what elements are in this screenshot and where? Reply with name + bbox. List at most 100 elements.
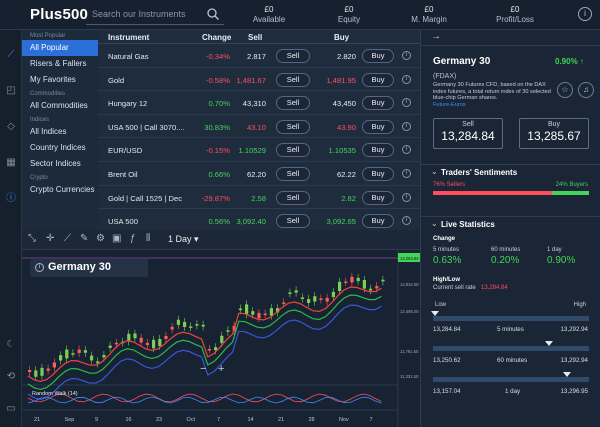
brand-logo: Plus500 <box>30 6 89 23</box>
chat-icon[interactable]: ▭ <box>6 403 16 414</box>
buy-value: 1.10535 <box>328 146 356 156</box>
buy-button[interactable]: Buy <box>362 119 394 134</box>
buy-price-button[interactable]: Buy 13,285.67 <box>519 118 589 149</box>
category-all-commodities[interactable]: All Commodities <box>30 101 88 110</box>
info-icon[interactable]: i <box>35 263 44 272</box>
buy-button[interactable]: Buy <box>362 49 394 63</box>
sell-button[interactable]: Sell <box>276 119 310 134</box>
table-row[interactable]: Natural Gas -0.34% 2.817 Sell 2.820 Buy i <box>98 44 420 68</box>
sentiment-title: Traders' Sentiments <box>441 168 518 177</box>
sentiment-section-header[interactable]: ⌄ Traders' Sentiments <box>421 164 600 180</box>
category-header: Most Popular <box>30 33 66 39</box>
buy-button[interactable]: Buy <box>362 214 394 229</box>
sell-button[interactable]: Sell <box>276 143 310 158</box>
pointer-icon[interactable]: ⤡ <box>28 233 36 244</box>
table-row[interactable]: USA 500 | Call 3070.... 30.83% 43.10 Sell 43… <box>98 115 420 139</box>
candle-body <box>90 355 94 361</box>
table-row[interactable]: Hungary 12 0.70% 43,310 Sell 43,450 Buy i <box>98 91 420 115</box>
info-icon[interactable]: i <box>402 192 411 202</box>
table-row[interactable]: EUR/USD -0.15% 1.10529 Sell 1.10535 Buy i <box>98 138 420 162</box>
instrument-table: Instrument Change Sell Buy Natural Gas -0… <box>98 30 420 230</box>
category-country-indices[interactable]: Country Indices <box>30 143 86 152</box>
table-row[interactable]: USA 500 0.56% 3,092.40 Sell 3,092.65 Buy i <box>98 209 420 230</box>
sell-button[interactable]: Sell <box>276 190 310 205</box>
table-row[interactable]: Gold -0.58% 1,481.67 Sell 1,481.95 Buy i <box>98 68 420 92</box>
category-crypto-currencies[interactable]: Crypto Currencies <box>30 185 95 194</box>
collapse-panel-icon[interactable]: → <box>431 31 441 42</box>
instrument-change-value: 0.90% <box>555 57 578 66</box>
category-all-popular[interactable]: All Popular <box>22 40 98 56</box>
info-rail-icon[interactable]: ⓘ <box>6 193 16 204</box>
zoom-out-button[interactable]: − <box>200 363 207 375</box>
indicators-icon[interactable]: ƒ <box>130 233 136 244</box>
buy-button[interactable]: Buy <box>362 166 394 181</box>
buy-value: 3,092.65 <box>326 217 356 227</box>
buy-button[interactable]: Buy <box>362 72 394 87</box>
crosshair-icon[interactable]: ✛ <box>46 233 55 244</box>
category-risers-fallers[interactable]: Risers & Fallers <box>30 59 87 68</box>
search-icon[interactable] <box>206 7 220 21</box>
category-my-favorites[interactable]: My Favorites <box>30 75 76 84</box>
refresh-icon[interactable]: ⟲ <box>6 371 16 382</box>
star-icon[interactable]: ☆ <box>557 82 573 98</box>
change-value: -0.58% <box>205 75 230 85</box>
candle-body <box>176 319 180 325</box>
chart-toolbar: ⤡ ✛ ⟋ ✎ ⚙ ▣ ƒ ⫴ 1 Day ▾ <box>22 230 420 250</box>
info-icon[interactable]: i <box>402 98 411 108</box>
zoom-in-button[interactable]: + <box>218 363 225 375</box>
tag-icon[interactable]: ◇ <box>7 121 15 132</box>
draw-line-icon[interactable]: ⟋ <box>64 233 71 244</box>
buy-button[interactable]: Buy <box>362 96 394 111</box>
live-stats-section-header[interactable]: ⌄ Live Statistics <box>421 216 600 232</box>
chart-canvas[interactable]: 13,284.84 12,832.58 12,495.00 11,781.50 11,3… <box>22 250 420 427</box>
x-tick-label: Sep <box>65 417 75 423</box>
sell-button[interactable]: Sell <box>276 96 310 111</box>
info-icon[interactable]: i <box>402 51 411 60</box>
sellers-label: 76% Sellers <box>433 182 466 188</box>
sell-button[interactable]: Sell <box>276 166 310 181</box>
candle-body <box>313 296 317 302</box>
category-all-indices[interactable]: All Indices <box>30 127 67 136</box>
sentiment-sellers-fill <box>433 191 552 195</box>
eraser-icon[interactable]: ✎ <box>80 233 89 244</box>
candle-type-icon[interactable]: ⫴ <box>146 233 151 244</box>
settings-icon[interactable]: ⚙ <box>96 233 105 244</box>
moon-icon[interactable]: ☾ <box>6 339 16 350</box>
search-input[interactable]: Search our Instruments <box>86 5 224 25</box>
table-row[interactable]: Brent Oil 0.66% 62.20 Sell 62.22 Buy i <box>98 162 420 186</box>
buy-button[interactable]: Buy <box>362 190 394 205</box>
save-icon[interactable]: ▣ <box>112 233 122 244</box>
instrument-name: Gold | Call 1525 | Dec <box>108 193 183 203</box>
sell-button[interactable]: Sell <box>276 214 310 229</box>
stat-label: Profit/Loss <box>496 15 534 24</box>
timeframe-select[interactable]: 1 Day ▾ <box>168 234 199 244</box>
bell-icon[interactable]: ♫ <box>578 82 594 98</box>
range-high: 13,292.94 <box>560 357 588 364</box>
chart-trend-icon[interactable]: ⟋ <box>7 49 15 60</box>
category-sector-indices[interactable]: Sector Indices <box>30 159 81 168</box>
info-icon[interactable]: i <box>402 145 411 155</box>
range-period: 5 minutes <box>497 326 524 333</box>
orders-icon[interactable]: ▦ <box>6 157 16 168</box>
info-icon[interactable]: i <box>402 168 411 178</box>
candle-body <box>28 370 32 372</box>
buy-button[interactable]: Buy <box>362 143 394 158</box>
info-icon[interactable]: i <box>402 74 411 84</box>
info-icon[interactable]: i <box>402 216 411 226</box>
stat-value: £0 <box>344 5 354 14</box>
stat-equity: £0 Equity <box>314 5 384 25</box>
info-icon[interactable]: i <box>578 7 592 21</box>
sell-price-button[interactable]: Sell 13,284.84 <box>433 118 503 149</box>
sell-value: 3,092.40 <box>236 217 266 227</box>
candle-body <box>362 279 366 289</box>
table-row[interactable]: Gold | Call 1525 | Dec -29.87% 2.58 Sell 2.8… <box>98 186 420 210</box>
highlow-label: High/Low <box>433 277 460 283</box>
sell-button[interactable]: Sell <box>276 72 310 87</box>
instrument-link[interactable]: Future-Euros <box>433 102 466 108</box>
sell-button[interactable]: Sell <box>276 49 310 63</box>
portfolio-icon[interactable]: ◰ <box>6 85 16 96</box>
price-chart[interactable]: ⤡ ✛ ⟋ ✎ ⚙ ▣ ƒ ⫴ 1 Day ▾ 13,284.84 12,832.… <box>22 230 420 427</box>
info-icon[interactable]: i <box>402 121 411 131</box>
change-value: -0.15% <box>205 146 230 156</box>
range-marker <box>563 372 571 377</box>
